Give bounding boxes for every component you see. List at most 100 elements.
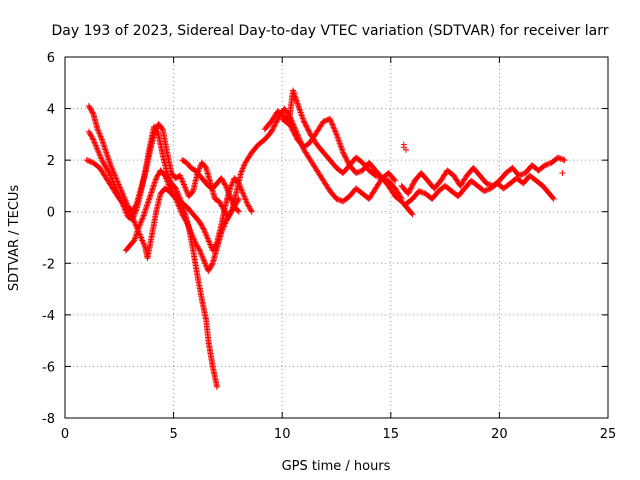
data-point <box>95 129 102 136</box>
data-point <box>163 175 170 182</box>
data-point <box>99 158 106 165</box>
data-point <box>321 117 328 124</box>
data-point <box>106 171 113 178</box>
data-point <box>177 172 184 179</box>
data-point <box>109 177 116 184</box>
data-point <box>158 125 165 132</box>
data-point <box>198 251 205 258</box>
data-point <box>180 181 187 188</box>
data-point <box>408 210 415 217</box>
data-point <box>103 166 110 173</box>
data-point <box>93 145 100 152</box>
data-point <box>545 160 552 167</box>
data-point <box>557 155 564 162</box>
data-point <box>165 181 172 188</box>
data-point <box>179 211 186 218</box>
data-point <box>221 221 228 228</box>
data-point <box>193 242 200 249</box>
data-point <box>518 171 525 178</box>
data-point <box>97 132 104 139</box>
data-point <box>189 233 196 240</box>
data-point <box>96 130 103 137</box>
data-point <box>239 165 246 172</box>
plot-frame <box>64 56 609 419</box>
data-point <box>238 187 245 194</box>
data-point <box>207 242 214 249</box>
data-point <box>137 219 144 226</box>
data-point <box>182 216 189 223</box>
data-point <box>131 210 138 217</box>
data-point <box>220 179 227 186</box>
data-point <box>198 221 205 228</box>
data-point <box>189 189 196 196</box>
data-point <box>329 121 336 128</box>
data-point <box>220 223 227 230</box>
data-point <box>248 207 255 214</box>
data-point <box>106 170 113 177</box>
data-point <box>235 195 242 202</box>
data-point <box>97 152 104 159</box>
data-point <box>202 260 209 267</box>
data-point <box>405 190 412 197</box>
data-point <box>183 188 190 195</box>
y-tick-label: 6 <box>47 51 55 66</box>
data-point <box>235 197 242 204</box>
data-point <box>108 163 115 170</box>
data-point <box>107 162 114 169</box>
data-point <box>187 229 194 236</box>
data-point <box>90 137 97 144</box>
data-point <box>227 194 234 201</box>
data-point <box>101 162 108 169</box>
data-point <box>403 146 410 153</box>
data-point <box>229 207 236 214</box>
data-point <box>108 165 115 172</box>
data-point <box>166 182 173 189</box>
data-point <box>177 174 184 181</box>
data-point <box>161 172 168 179</box>
data-point <box>274 117 281 124</box>
data-point <box>246 204 253 211</box>
data-point <box>240 190 247 197</box>
data-point <box>304 126 311 133</box>
data-point <box>270 123 277 130</box>
data-point <box>223 184 230 191</box>
data-point <box>555 154 562 161</box>
data-point <box>220 224 227 231</box>
x-tick-label: 0 <box>61 427 69 442</box>
data-point <box>196 164 203 171</box>
data-point <box>392 177 399 184</box>
data-point <box>103 164 110 171</box>
data-point <box>192 239 199 246</box>
data-point <box>219 177 226 184</box>
data-point <box>204 234 211 241</box>
data-point <box>336 196 343 203</box>
data-point <box>131 219 138 226</box>
data-point <box>247 206 254 213</box>
data-point <box>330 124 337 131</box>
data-point <box>248 208 255 215</box>
data-point <box>167 185 174 192</box>
data-point <box>87 158 94 165</box>
data-point <box>556 155 563 162</box>
data-point <box>341 153 348 160</box>
data-point <box>200 225 207 232</box>
data-point <box>217 200 224 207</box>
data-point <box>92 142 99 149</box>
data-point <box>406 188 413 195</box>
data-point <box>481 188 488 195</box>
data-point <box>89 135 96 142</box>
x-tick-label: 10 <box>274 427 291 442</box>
data-point <box>483 180 490 187</box>
data-point <box>102 163 109 170</box>
data-point <box>244 200 251 207</box>
data-point <box>188 230 195 237</box>
data-point <box>129 213 136 220</box>
data-point <box>136 222 143 229</box>
data-point <box>409 181 416 188</box>
data-point <box>201 228 208 235</box>
data-point <box>153 173 160 180</box>
data-point <box>355 169 362 176</box>
data-point <box>214 384 221 391</box>
data-point <box>183 219 190 226</box>
